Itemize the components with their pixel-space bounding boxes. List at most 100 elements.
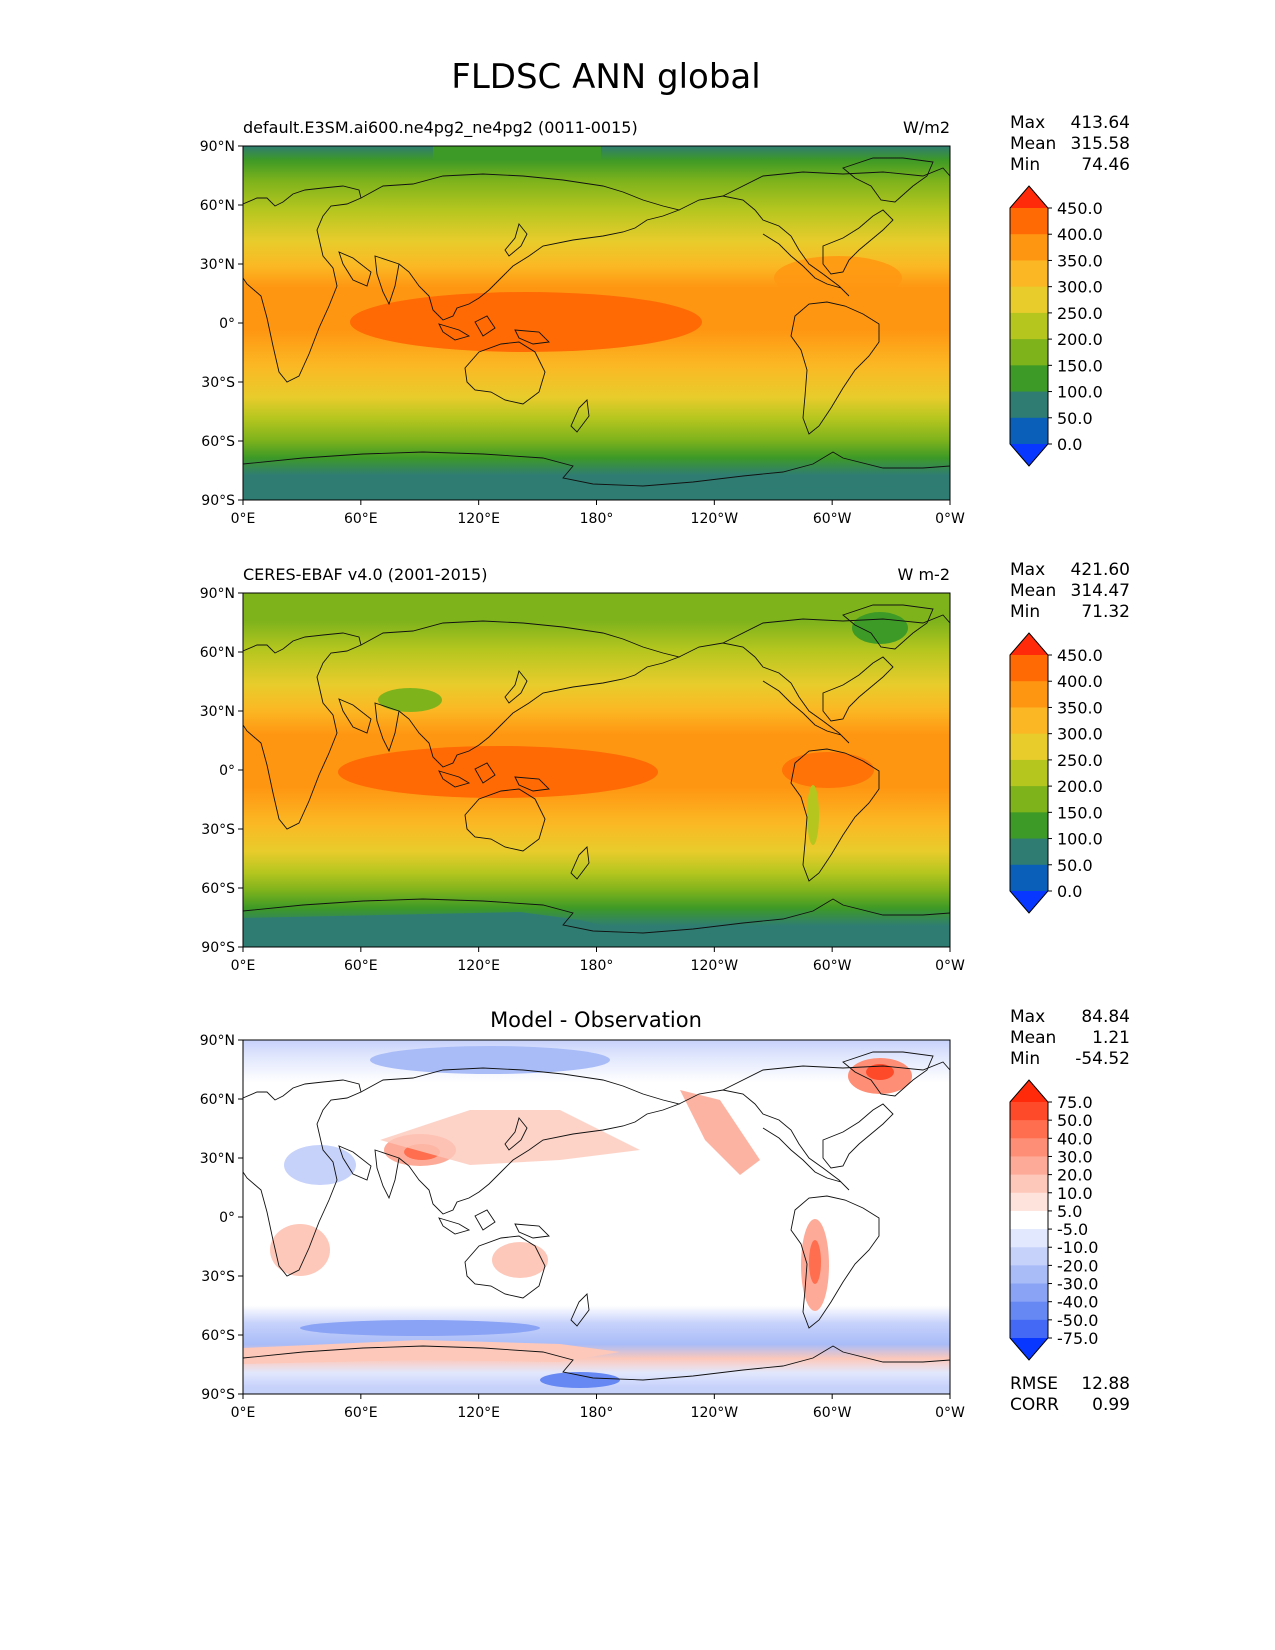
lat-tick-label: 90°S	[201, 493, 235, 509]
lat-tick-label: 90°S	[201, 940, 235, 956]
stat-value: 413.64	[1071, 113, 1130, 133]
panel-model-right-title: W/m2	[903, 118, 950, 137]
panel-obs-left-title: CERES-EBAF v4.0 (2001-2015)	[243, 565, 487, 584]
stat-label: Mean	[1010, 1028, 1056, 1048]
figure-title: FLDSC ANN global	[451, 57, 760, 97]
lat-tick-label: 30°N	[200, 257, 235, 273]
lon-tick-label: 0°W	[935, 511, 965, 527]
colorbar-tick-label: 0.0	[1057, 882, 1082, 901]
colorbar-tick-label: -40.0	[1057, 1293, 1098, 1312]
colorbar-tick-label: 100.0	[1057, 383, 1103, 402]
colorbar-tick-label: 150.0	[1057, 803, 1103, 822]
stat-value: 314.47	[1071, 581, 1130, 601]
lon-tick-label: 180°	[580, 958, 614, 974]
colorbar-tick-label: -10.0	[1057, 1238, 1098, 1257]
colorbar-tick-label: 100.0	[1057, 830, 1103, 849]
colorbar-segment	[1010, 1283, 1048, 1303]
colorbar-extend-max	[1010, 633, 1048, 655]
lon-tick-label: 0°E	[231, 1405, 256, 1421]
lon-tick-label: 60°E	[344, 958, 378, 974]
panel-obs: CERES-EBAF v4.0 (2001-2015) W m-2	[242, 565, 951, 948]
lat-tick-label: 30°S	[201, 375, 235, 391]
lat-tick-label: 60°N	[200, 645, 235, 661]
colorbar-segment	[1010, 812, 1048, 840]
colorbar-segment	[1010, 1301, 1048, 1321]
lon-tick-label: 120°W	[691, 1405, 739, 1421]
colorbar-tick-label: 250.0	[1057, 304, 1103, 323]
colorbar-segment	[1010, 286, 1048, 314]
colorbar-segment	[1010, 312, 1048, 340]
stat-value: 74.46	[1081, 155, 1130, 175]
colorbar-segment	[1010, 1156, 1048, 1176]
lon-tick-label: 0°W	[935, 958, 965, 974]
lat-tick-label: 0°	[219, 1210, 235, 1226]
stat-label: Mean	[1010, 581, 1056, 601]
colorbar-tick-label: -75.0	[1057, 1329, 1098, 1348]
stat-value: 84.84	[1081, 1007, 1130, 1027]
panel-model-left-title: default.E3SM.ai600.ne4pg2_ne4pg2 (0011-0…	[243, 118, 638, 138]
lon-tick-label: 120°E	[457, 1405, 500, 1421]
lon-tick-label: 0°E	[231, 958, 256, 974]
stat-label: Max	[1010, 560, 1045, 580]
corr-value: 0.99	[1092, 1395, 1130, 1415]
lat-tick-label: 30°N	[200, 704, 235, 720]
lat-tick-label: 0°	[219, 763, 235, 779]
colorbar-tick-label: 150.0	[1057, 356, 1103, 375]
colorbar-segment	[1010, 1102, 1048, 1121]
lon-tick-label: 0°W	[935, 1405, 965, 1421]
colorbar-extend-min	[1010, 1338, 1048, 1360]
colorbar-segment	[1010, 838, 1048, 866]
colorbar-tick-label: 400.0	[1057, 672, 1103, 691]
colorbar-tick-label: 200.0	[1057, 330, 1103, 349]
lat-tick-label: 30°S	[201, 1269, 235, 1285]
colorbar-segment	[1010, 1174, 1048, 1194]
colorbar-tick-label: 20.0	[1057, 1166, 1093, 1185]
colorbar-tick-label: 40.0	[1057, 1129, 1093, 1148]
lat-tick-label: 90°N	[200, 586, 235, 602]
colorbar-segment	[1010, 1138, 1048, 1157]
panel-model: default.E3SM.ai600.ne4pg2_ne4pg2 (0011-0…	[242, 118, 951, 501]
colorbar-segment	[1010, 339, 1048, 366]
stat-label: Max	[1010, 1007, 1045, 1027]
colorbar-tick-label: 50.0	[1057, 409, 1093, 428]
stat-value: 315.58	[1071, 134, 1130, 154]
colorbar-tick-label: -50.0	[1057, 1311, 1098, 1330]
colorbar-tick-label: 50.0	[1057, 1111, 1093, 1130]
colorbar-tick-label: -20.0	[1057, 1256, 1098, 1275]
stat-value: -54.52	[1075, 1049, 1130, 1069]
colorbar-segment	[1010, 260, 1048, 288]
lon-tick-label: 60°W	[813, 1405, 852, 1421]
colorbar-tick-label: 250.0	[1057, 751, 1103, 770]
panel-diff-map	[243, 1040, 950, 1394]
lon-tick-label: 180°	[580, 1405, 614, 1421]
colorbar-segment	[1010, 391, 1048, 419]
colorbar-segment	[1010, 1192, 1048, 1212]
colorbar-tick-label: 10.0	[1057, 1184, 1093, 1203]
lon-tick-label: 60°W	[813, 958, 852, 974]
colorbar-tick-label: 0.0	[1057, 435, 1082, 454]
colorbar-segment	[1010, 1265, 1048, 1285]
colorbar-segment	[1010, 681, 1048, 708]
lat-tick-label: 0°	[219, 316, 235, 332]
rmse-label: RMSE	[1010, 1374, 1058, 1394]
lat-tick-label: 90°N	[200, 139, 235, 155]
lon-tick-label: 120°W	[691, 958, 739, 974]
colorbar-segment	[1010, 759, 1048, 787]
colorbar-segment	[1010, 1210, 1048, 1230]
stat-label: Min	[1010, 1049, 1040, 1069]
colorbar-segment	[1010, 208, 1048, 235]
lat-tick-label: 60°N	[200, 1092, 235, 1108]
colorbar-segment	[1010, 733, 1048, 761]
lon-tick-label: 120°W	[691, 511, 739, 527]
panel-model-map	[243, 146, 950, 500]
lat-tick-label: 30°N	[200, 1151, 235, 1167]
colorbar-tick-label: 350.0	[1057, 698, 1103, 717]
colorbar-tick-label: 450.0	[1057, 646, 1103, 665]
colorbar-segment	[1010, 417, 1048, 445]
colorbar-segment	[1010, 864, 1048, 892]
colorbar-segment	[1010, 655, 1048, 682]
colorbar-tick-label: 300.0	[1057, 278, 1103, 297]
axis-labels: 90°N 60°N 30°N 0° 30°S 60°S 90°S 0°E 60°E 120°E 18…	[200, 139, 965, 1421]
rmse-value: 12.88	[1081, 1374, 1130, 1394]
